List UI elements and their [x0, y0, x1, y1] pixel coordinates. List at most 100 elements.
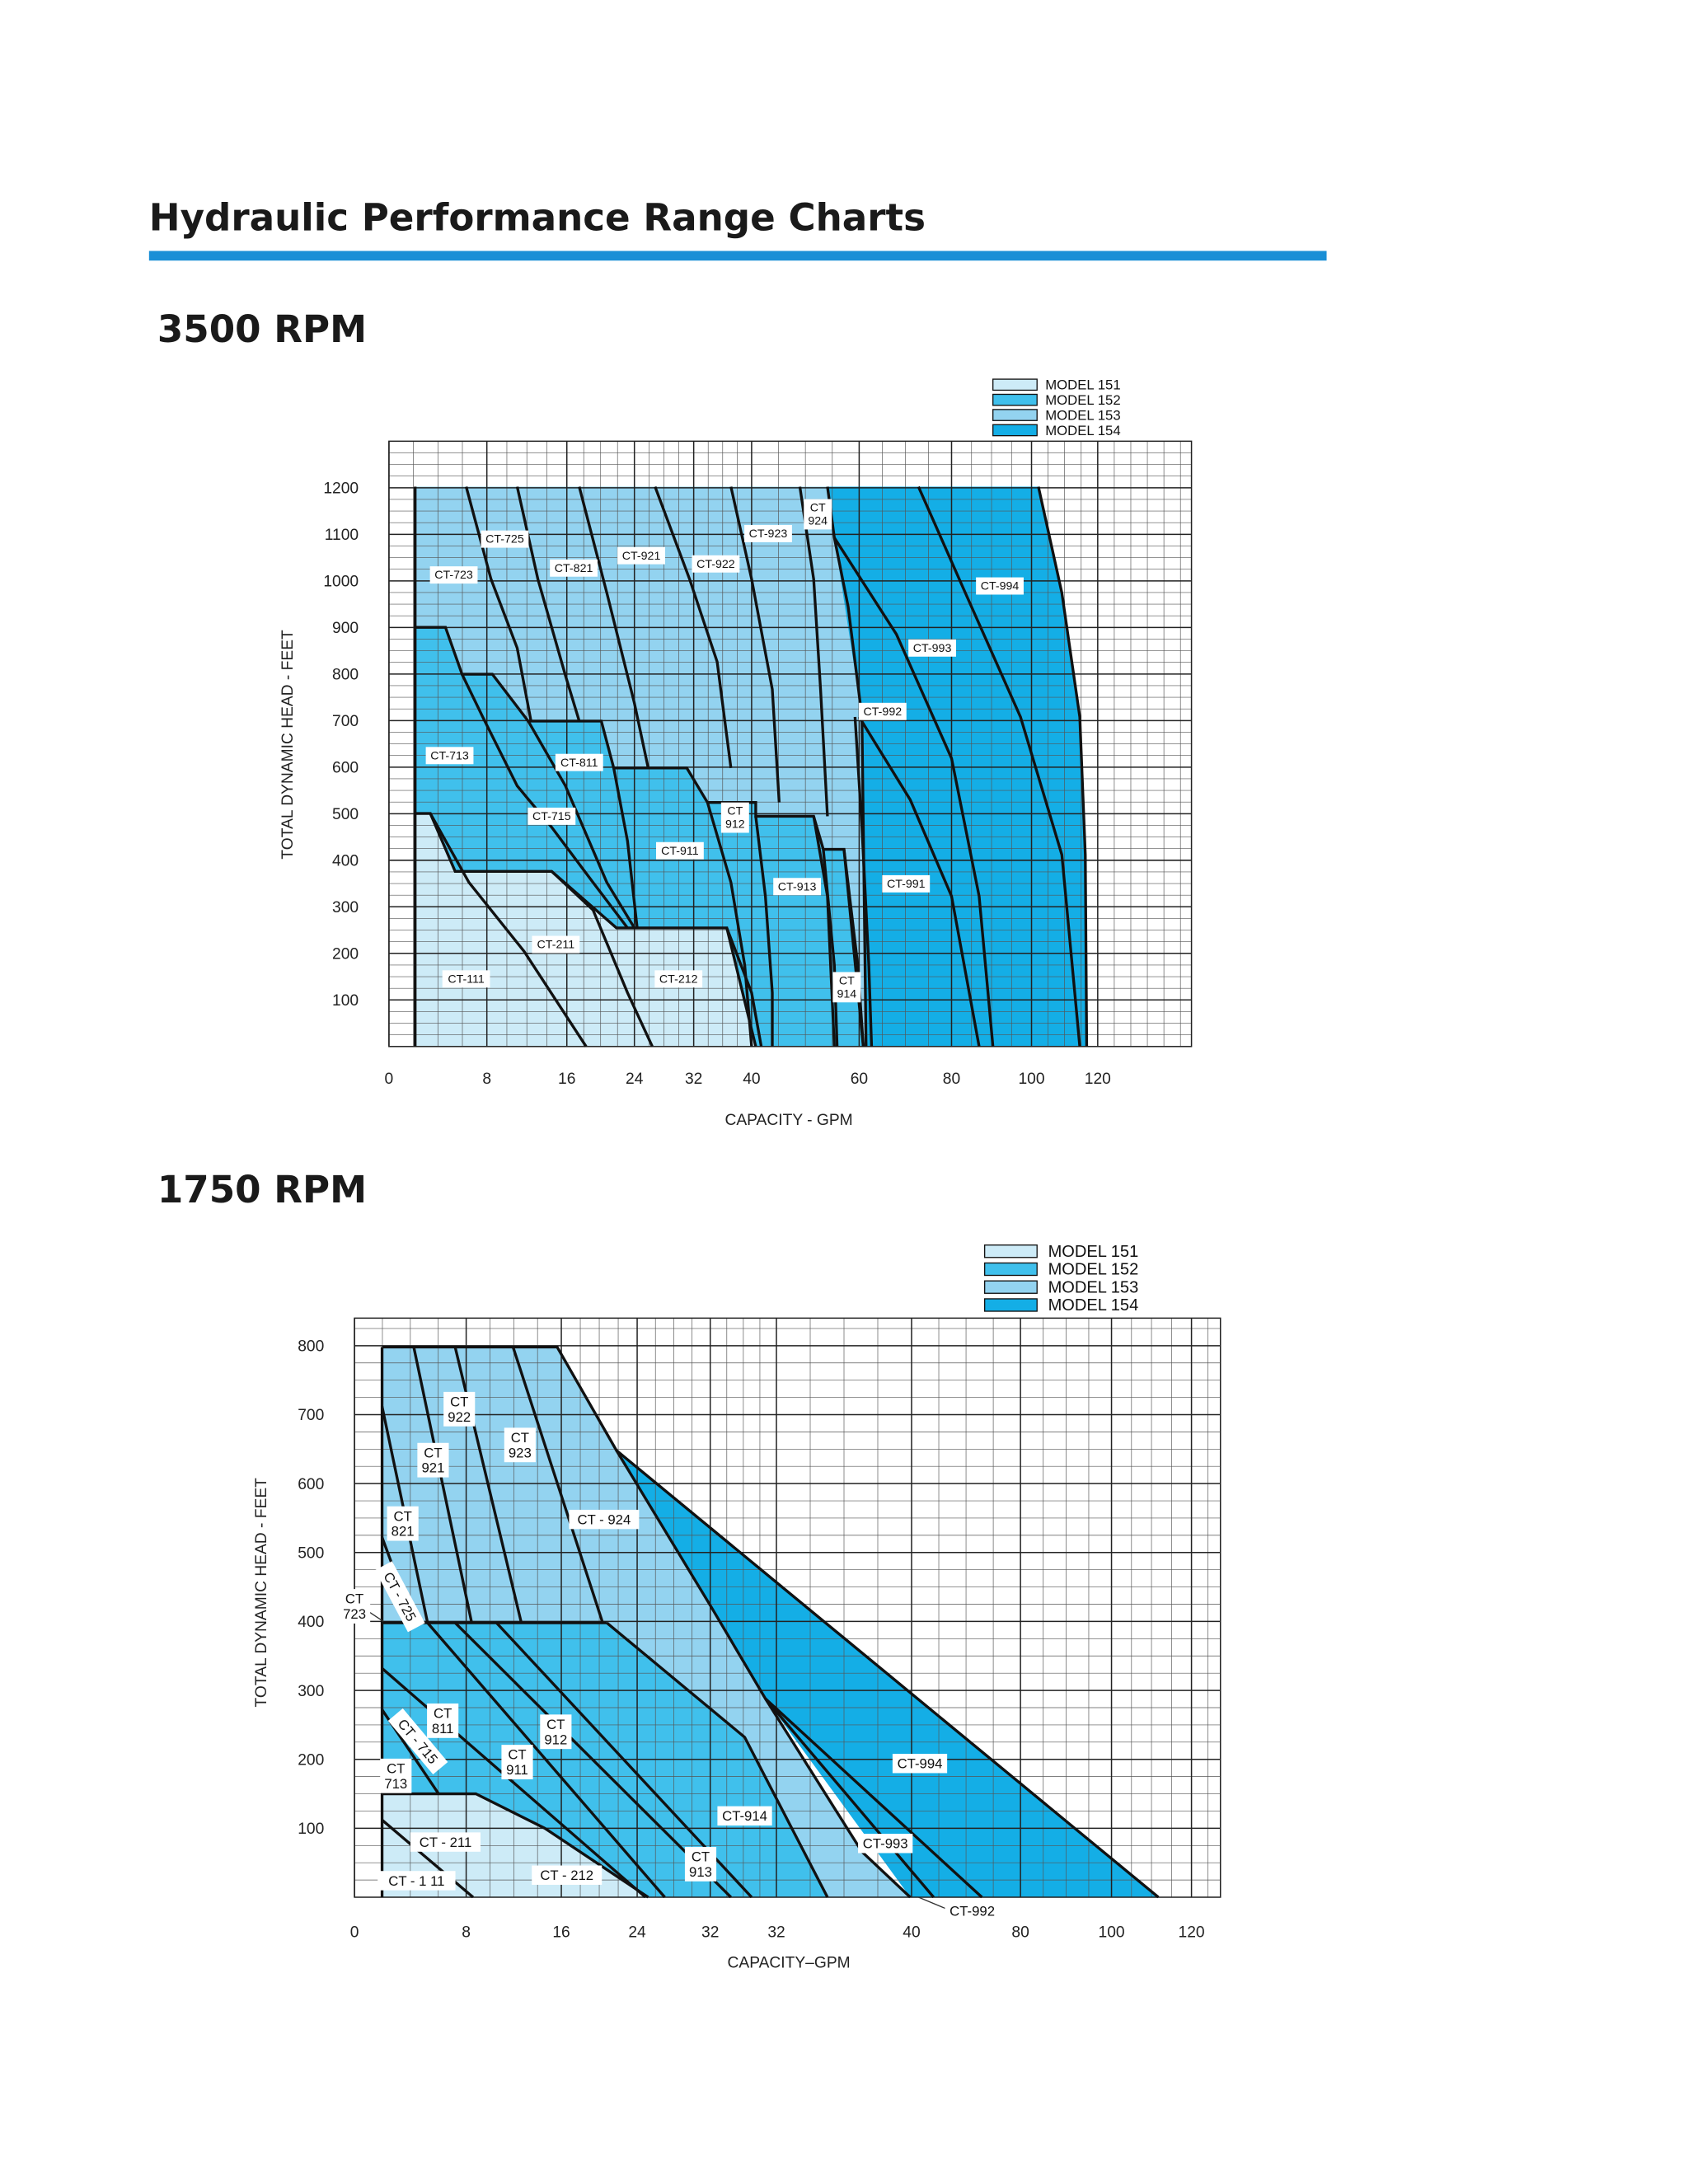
region-label-text: CT-111	[448, 972, 485, 986]
chart-heading: 3500 RPM	[157, 307, 367, 351]
region-label-text: CT-921	[622, 550, 661, 563]
region-label-text: CT-713	[430, 749, 469, 762]
region-label-text: CT-911	[661, 845, 699, 858]
legend-swatch	[992, 378, 1038, 391]
region-label-text: CT-993	[913, 642, 952, 655]
legend-swatch	[992, 424, 1038, 437]
y-tick-label: 800	[332, 667, 359, 684]
label-box	[532, 935, 580, 954]
y-tick-label: 900	[332, 620, 359, 637]
label-box	[443, 1391, 476, 1427]
x-tick-label: 120	[1179, 1924, 1205, 1942]
region-label-text: CT	[345, 1591, 363, 1607]
region-label-text: CT	[546, 1717, 565, 1732]
x-tick-label: 100	[1099, 1924, 1125, 1942]
region-label: CT-991	[882, 874, 931, 893]
x-tick-label: 32	[701, 1924, 719, 1942]
region-label-text: CT-994	[898, 1756, 943, 1772]
label-box	[617, 546, 665, 565]
region-label-text: CT-913	[778, 880, 817, 893]
chart: 1750 RPM 100 200 300 400 500 600 700 800 0 8 16 24 32…	[157, 1168, 1221, 1971]
x-tick-label: 8	[482, 1071, 491, 1088]
region-label: CT - 924	[569, 1509, 640, 1530]
region-label-text: CT	[692, 1849, 710, 1865]
region-label-text: CT	[393, 1508, 411, 1524]
region-label-text: 912	[544, 1732, 567, 1747]
performance-curve	[606, 1621, 829, 1898]
y-tick-label: 500	[298, 1544, 324, 1562]
performance-curve	[654, 485, 733, 769]
region-label-text: CT-992	[864, 705, 903, 719]
performance-curve	[1037, 486, 1089, 1047]
y-tick-label: 300	[298, 1683, 324, 1700]
label-box	[744, 524, 792, 542]
region-label-text: CT	[508, 1747, 526, 1763]
legend-label: MODEL 154	[1048, 1296, 1139, 1315]
label-box	[528, 807, 576, 825]
label-box	[832, 972, 861, 1003]
region-label: CT-913	[773, 878, 822, 896]
region-label: CT-921	[617, 546, 665, 565]
plot-frame	[388, 440, 1193, 1047]
legend-swatch	[983, 1262, 1038, 1277]
x-axis-label: CAPACITY–GPM	[728, 1954, 851, 1971]
performance-curve	[381, 1667, 647, 1899]
region-label: CT-994	[892, 1754, 948, 1774]
y-tick-label: 500	[332, 806, 359, 823]
region-label: CT-914	[717, 1806, 772, 1826]
performance-curve	[729, 486, 781, 803]
x-tick-label: 60	[851, 1071, 868, 1088]
region-label-text: CT	[387, 1760, 405, 1776]
legend-swatch	[983, 1244, 1038, 1258]
y-tick-label: 200	[298, 1751, 324, 1769]
y-tick-label: 700	[332, 713, 359, 730]
region-label-text: CT - 212	[540, 1868, 593, 1883]
y-tick-label: 1100	[325, 527, 359, 544]
label-box	[882, 874, 931, 893]
performance-curve	[382, 1792, 649, 1899]
label-box	[555, 753, 603, 771]
legend-swatch	[992, 393, 1038, 406]
region-label: CT - 212	[532, 1865, 603, 1885]
region-label-text: 921	[421, 1460, 444, 1476]
region-label-text: 723	[343, 1606, 366, 1622]
label-box	[380, 1758, 412, 1793]
label-box	[804, 499, 832, 530]
y-tick-label: 1000	[323, 574, 359, 591]
x-tick-label: 120	[1085, 1071, 1111, 1088]
x-tick-label: 16	[552, 1924, 570, 1942]
y-tick-label: 400	[332, 853, 359, 870]
label-box	[375, 1561, 425, 1633]
label-box	[387, 1506, 419, 1541]
region-label-text: 713	[384, 1776, 407, 1792]
region-label-text: 914	[837, 987, 856, 1001]
performance-curve	[764, 1697, 983, 1899]
label-box	[684, 1846, 717, 1882]
label-box	[654, 970, 703, 988]
x-tick-label: 24	[626, 1071, 644, 1088]
label-box	[945, 1901, 1000, 1921]
region-label-text: CT-811	[560, 757, 598, 770]
legend-label: MODEL 151	[1045, 377, 1120, 393]
region-label-text: CT	[727, 805, 743, 818]
label-box	[720, 802, 749, 833]
region-label-text: 913	[689, 1864, 712, 1880]
label-box	[550, 559, 598, 577]
label-box	[656, 841, 704, 860]
y-tick-label: 800	[298, 1338, 324, 1356]
legend-label: MODEL 153	[1048, 1278, 1139, 1296]
region-label: CT-992	[945, 1901, 1000, 1921]
region-label-text: CT	[434, 1706, 452, 1722]
region-label: CT - 1 11	[377, 1871, 456, 1891]
label-box	[410, 1832, 481, 1852]
performance-curve	[706, 802, 753, 1047]
performance-curve	[461, 673, 629, 929]
performance-curve	[754, 816, 774, 1047]
region-label-text: CT-211	[537, 939, 575, 952]
